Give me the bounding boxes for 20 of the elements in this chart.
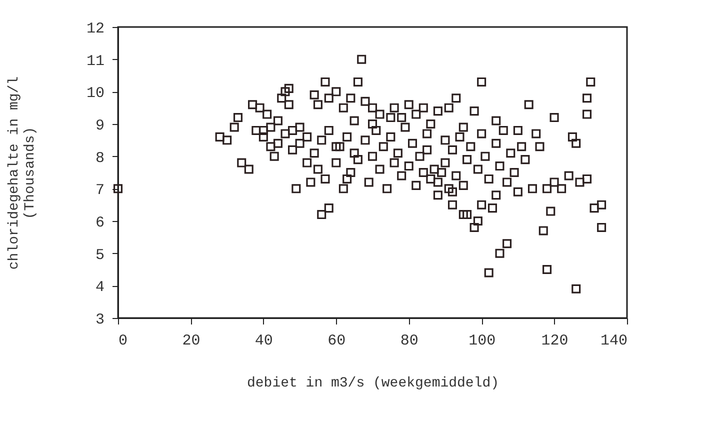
- x-tick-label: 120: [541, 332, 568, 350]
- y-tick-label: 5: [95, 246, 104, 264]
- y-tick-label: 6: [95, 214, 104, 232]
- x-tick-label: 100: [468, 332, 496, 350]
- y-tick-label: 10: [86, 85, 104, 102]
- x-tick-label: 20: [182, 332, 200, 350]
- y-tick-label: 4: [95, 279, 104, 296]
- x-tick-label: 80: [400, 332, 418, 350]
- y-tick-label: 3: [95, 312, 104, 328]
- x-tick-label: 40: [254, 332, 273, 350]
- y-tick-label: 9: [95, 118, 104, 134]
- y-tick-label: 12: [86, 20, 104, 38]
- x-tick-label: 60: [328, 332, 346, 350]
- y-axis-title: chloridegehalte in mg/l (Thousands): [6, 76, 38, 270]
- y-tick-label: 7: [95, 182, 104, 200]
- y-tick-label: 11: [86, 52, 104, 70]
- x-axis-title: debiet in m3/s (weekgemiddeld): [246, 376, 500, 392]
- x-tick-label: 0: [118, 332, 128, 350]
- x-tick-label: 140: [600, 332, 628, 350]
- y-tick-label: 8: [95, 150, 104, 167]
